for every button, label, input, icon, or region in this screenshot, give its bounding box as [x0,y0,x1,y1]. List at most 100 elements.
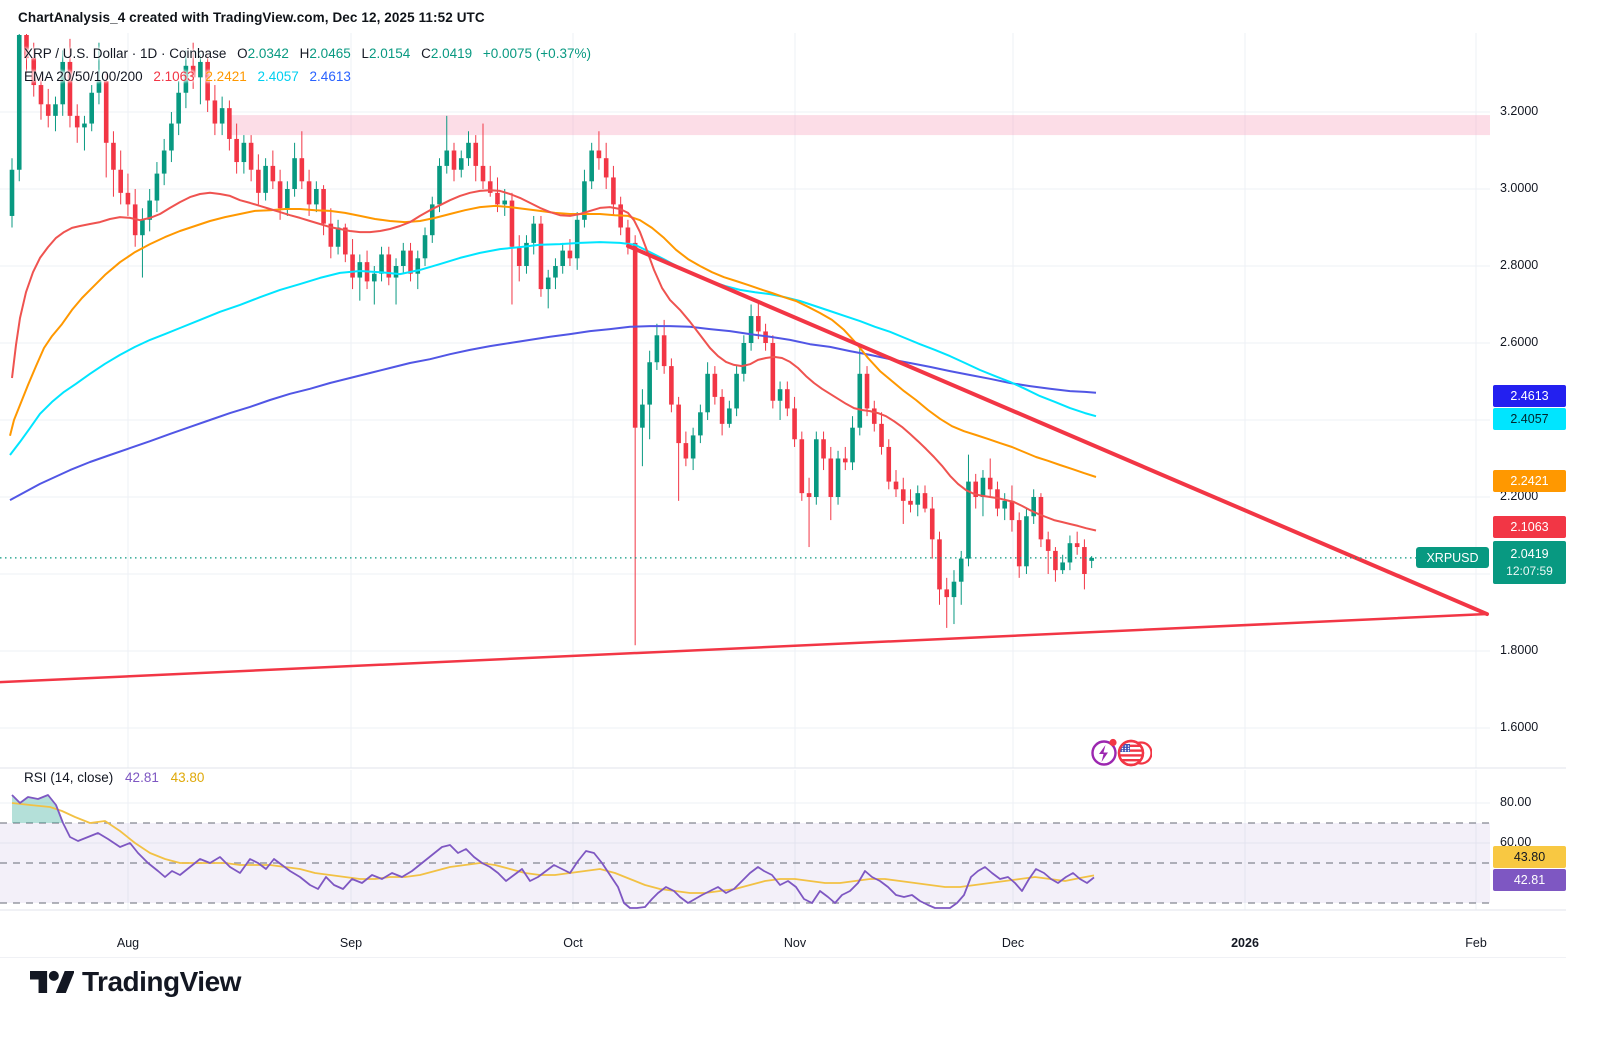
tradingview-logo-text[interactable]: TradingView [82,966,241,997]
candle-down [603,158,609,178]
candle-up [429,204,435,236]
ema200-value: 2.4613 [309,69,351,84]
ema-legend[interactable]: EMA 20/50/100/200 2.1063 2.2421 2.4057 2… [24,69,351,84]
candle-up [422,235,428,259]
candle-up [357,262,363,278]
candle-up [748,316,754,343]
ema50-badge: 2.2421 [1493,470,1566,492]
candle-up [335,227,341,247]
candle-down [596,150,602,159]
close-value: 2.0419 [430,46,473,61]
candle-up [147,200,152,220]
candle-up [140,219,145,236]
candle-down [24,35,29,59]
candle-up [1067,543,1073,563]
footer: TradingView [0,958,1600,1041]
candle-down [487,181,493,193]
candle-down [770,343,776,401]
candle-down [118,169,123,193]
candle-up [1060,562,1065,571]
ema50-value: 2.2421 [205,69,247,84]
candle-up [734,373,739,409]
candle-down [683,443,689,459]
candle-down [929,508,935,540]
high-value: 2.0465 [309,46,351,61]
candle-down [944,589,950,598]
ema-100-line [9,241,1097,456]
candle-down [248,142,254,170]
candle-down [212,100,218,124]
axis-label-3.2000: 3.2000 [1500,104,1539,118]
candle-up [198,61,203,78]
candle-down [987,477,993,490]
ema20-value: 2.1063 [153,69,195,84]
symbol-price-pill: XRPUSD [1416,547,1489,568]
symbol-name[interactable]: XRP / U.S. Dollar · 1D · Coinbase [24,46,227,61]
candle-up [524,242,529,266]
candle-up [53,104,58,116]
candle-down [1082,547,1087,574]
symbol-legend[interactable]: XRP / U.S. Dollar · 1D · Coinbase O2.034… [24,46,591,61]
candle-up [690,435,696,459]
candle-up [560,250,565,266]
candle-down [321,189,326,224]
candle-up [553,266,558,278]
candle-down [67,61,73,116]
candle-up [241,142,247,163]
candle-up [314,189,319,205]
rsi-legend[interactable]: RSI (14, close) 42.81 43.80 [24,770,204,785]
candle-down [256,169,261,193]
candle-up [545,277,551,290]
candle-down [842,458,848,463]
candle-down [277,181,283,209]
candle-down [451,150,457,170]
candle-down [1074,543,1080,548]
low-label: L [361,46,369,61]
candle-down [864,373,870,409]
candle-down [871,408,877,424]
candle-up [640,404,645,428]
candle-down [386,254,392,278]
candle-up [82,123,87,128]
candle-down [900,489,906,501]
candle-down [473,142,479,166]
candle-up [400,250,406,266]
rsi-line [11,794,1095,909]
ema-20-line [11,189,1097,532]
ascending-support-trendline [0,612,1489,684]
change-value: +0.0075 (+0.37%) [482,46,591,61]
candle-up [582,181,587,220]
current-price-badge: 2.0419 12:07:59 [1493,541,1566,584]
candle-down [799,439,805,494]
candle-down [1016,520,1022,567]
candle-down [328,223,334,247]
candle-down [893,481,899,490]
candle-down [632,242,638,428]
candle-up [458,158,464,170]
candle-down [343,227,348,255]
candle-up [466,142,471,159]
candle-up [161,150,167,174]
ema-200-line [9,325,1097,501]
candle-down [350,254,355,278]
candle-down [676,404,681,444]
candle-up [176,92,181,124]
tradingview-logo-icon[interactable] [30,966,74,998]
candle-up [574,219,580,259]
page-title: ChartAnalysis_4 created with TradingView… [18,10,485,25]
candle-up [96,81,102,93]
candle-up [263,165,268,193]
time-label-Dec: Dec [1001,936,1025,950]
flash-event-icon[interactable] [1091,738,1117,766]
rsi-value: 42.81 [125,770,159,785]
candle-up [372,273,377,282]
bar-countdown: 12:07:59 [1506,563,1553,578]
candle-up [154,173,160,201]
usa-flag-event-icon[interactable] [1117,739,1152,767]
candle-down [234,138,239,163]
candle-down [937,539,942,590]
chart-event-icons[interactable] [1086,734,1152,772]
candle-up [502,200,508,205]
